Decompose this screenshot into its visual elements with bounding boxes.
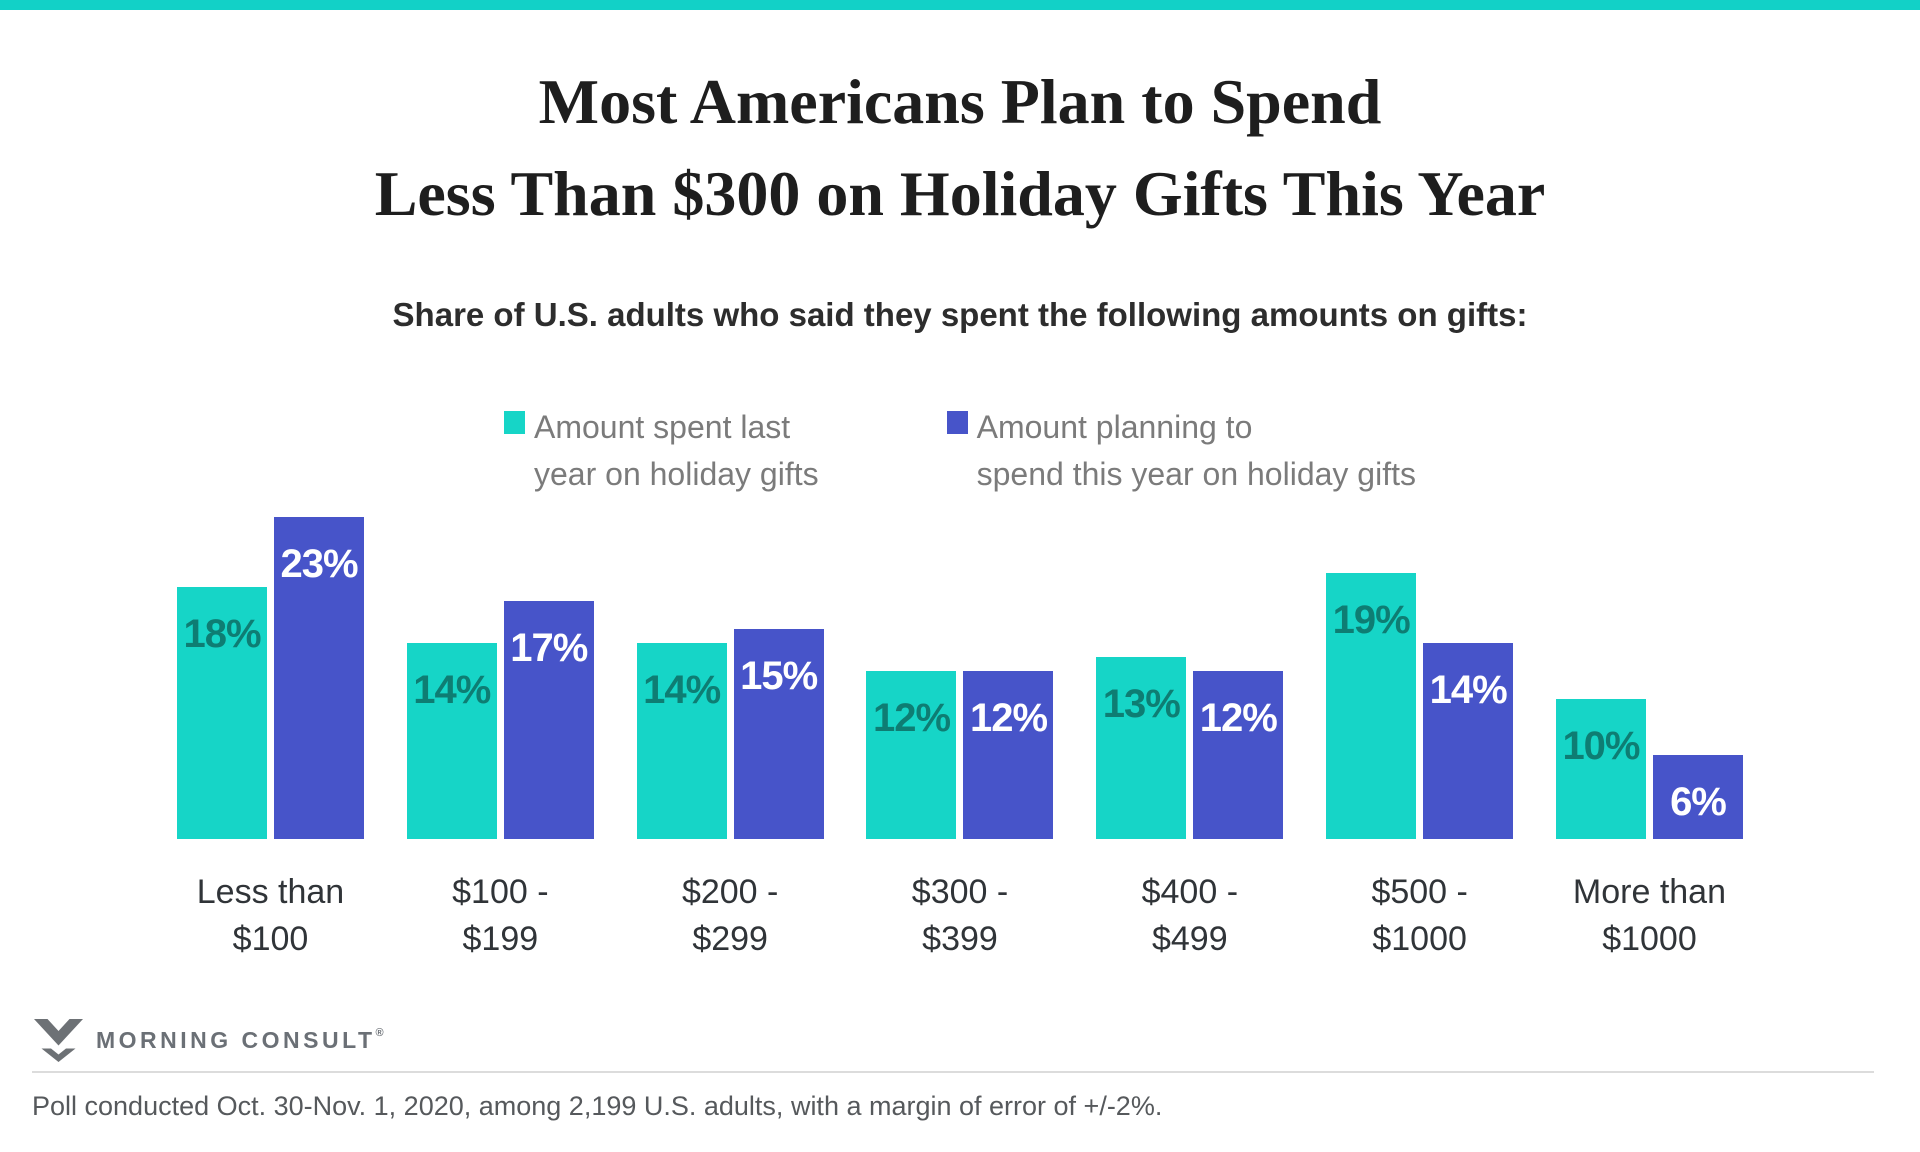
bar-group: 18% 23% xyxy=(177,517,364,839)
top-accent-strip xyxy=(0,0,1920,10)
x-axis-label: $300 - $399 xyxy=(911,873,1009,958)
bar-group: 13% 12% xyxy=(1096,657,1284,839)
bar-last-year: 14% xyxy=(406,643,497,839)
bar-group: 14% 15% xyxy=(636,629,824,839)
bar-group: 14% 17% xyxy=(406,601,594,839)
bar-this-year: 14% xyxy=(1423,643,1514,839)
legend-item-last-year: Amount spent last year on holiday gifts xyxy=(504,404,819,498)
bar-value-label: 12% xyxy=(969,696,1048,740)
bar-group: 19% 14% xyxy=(1326,573,1514,839)
bar-this-year: 17% xyxy=(503,601,594,839)
registered-trademark: ® xyxy=(375,1027,384,1039)
x-axis-label: $100 - $199 xyxy=(452,873,549,958)
chart-legend: Amount spent last year on holiday gifts … xyxy=(0,404,1920,498)
bar-value-label: 10% xyxy=(1562,724,1640,768)
bar-value-label: 23% xyxy=(280,542,358,586)
bar-group: 12% 12% xyxy=(866,671,1054,839)
bar-value-label: 14% xyxy=(413,668,491,712)
x-axis-label: More than $1000 xyxy=(1572,873,1727,958)
bar-value-label: 17% xyxy=(510,626,588,670)
bar-value-label: 13% xyxy=(1102,682,1181,726)
bar-last-year: 12% xyxy=(866,671,957,839)
morning-consult-wordmark: MORNING CONSULT® xyxy=(96,1027,384,1053)
bar-value-label: 15% xyxy=(740,654,818,698)
bar-value-label: 6% xyxy=(1670,780,1727,824)
chart-title-line-2: Less Than $300 on Holiday Gifts This Yea… xyxy=(374,158,1546,229)
morning-consult-m-icon xyxy=(34,1019,83,1062)
chart-subtitle: Share of U.S. adults who said they spent… xyxy=(392,296,1528,333)
bar-value-label: 12% xyxy=(1199,696,1278,740)
poll-methodology-note: Poll conducted Oct. 30-Nov. 1, 2020, amo… xyxy=(32,1091,1163,1121)
bar-value-label: 18% xyxy=(183,612,261,656)
bar-value-label: 12% xyxy=(872,696,951,740)
bar-chart: 18% 23% 14% 17% 14% 15% 12% 12% 13% 12% 19% 14% 10% 6… xyxy=(177,517,1743,839)
bar-last-year: 19% xyxy=(1326,573,1417,839)
bar-last-year: 14% xyxy=(636,643,727,839)
bar-this-year: 12% xyxy=(963,671,1054,839)
legend-item-this-year: Amount planning to spend this year on ho… xyxy=(946,404,1416,498)
bar-this-year: 23% xyxy=(274,517,364,839)
morning-consult-logo: MORNING CONSULT® xyxy=(34,1019,384,1062)
bar-value-label: 14% xyxy=(643,668,721,712)
bar-value-label: 14% xyxy=(1429,668,1508,712)
x-axis-label: $400 - $499 xyxy=(1141,873,1239,958)
bar-group: 10% 6% xyxy=(1555,699,1743,839)
legend-label-this-year: Amount planning to spend this year on ho… xyxy=(976,409,1416,492)
bar-last-year: 10% xyxy=(1555,699,1646,839)
legend-swatch-blue-icon xyxy=(946,411,968,434)
legend-swatch-teal-icon xyxy=(504,411,525,434)
bar-this-year: 6% xyxy=(1652,755,1743,839)
footer-divider xyxy=(32,1071,1874,1073)
chart-title: Most Americans Plan to Spend Less Than $… xyxy=(0,56,1920,240)
x-axis-label: Less than $100 xyxy=(196,873,345,958)
x-axis-label: $200 - $299 xyxy=(681,873,779,958)
bars-row: 18% 23% 14% 17% 14% 15% 12% 12% 13% 12% 19% 14% 10% 6… xyxy=(177,517,1743,839)
bar-last-year: 13% xyxy=(1096,657,1187,839)
bar-this-year: 12% xyxy=(1193,671,1284,839)
legend-label-last-year: Amount spent last year on holiday gifts xyxy=(534,409,819,492)
x-axis-label: $500 - $1000 xyxy=(1371,873,1468,958)
x-axis-labels: Less than $100 $100 - $199 $200 - $299 $300 - $… xyxy=(177,869,1743,963)
bar-this-year: 15% xyxy=(733,629,824,839)
bar-value-label: 19% xyxy=(1332,598,1411,642)
chart-title-line-1: Most Americans Plan to Spend xyxy=(538,66,1382,137)
bar-last-year: 18% xyxy=(177,587,267,839)
